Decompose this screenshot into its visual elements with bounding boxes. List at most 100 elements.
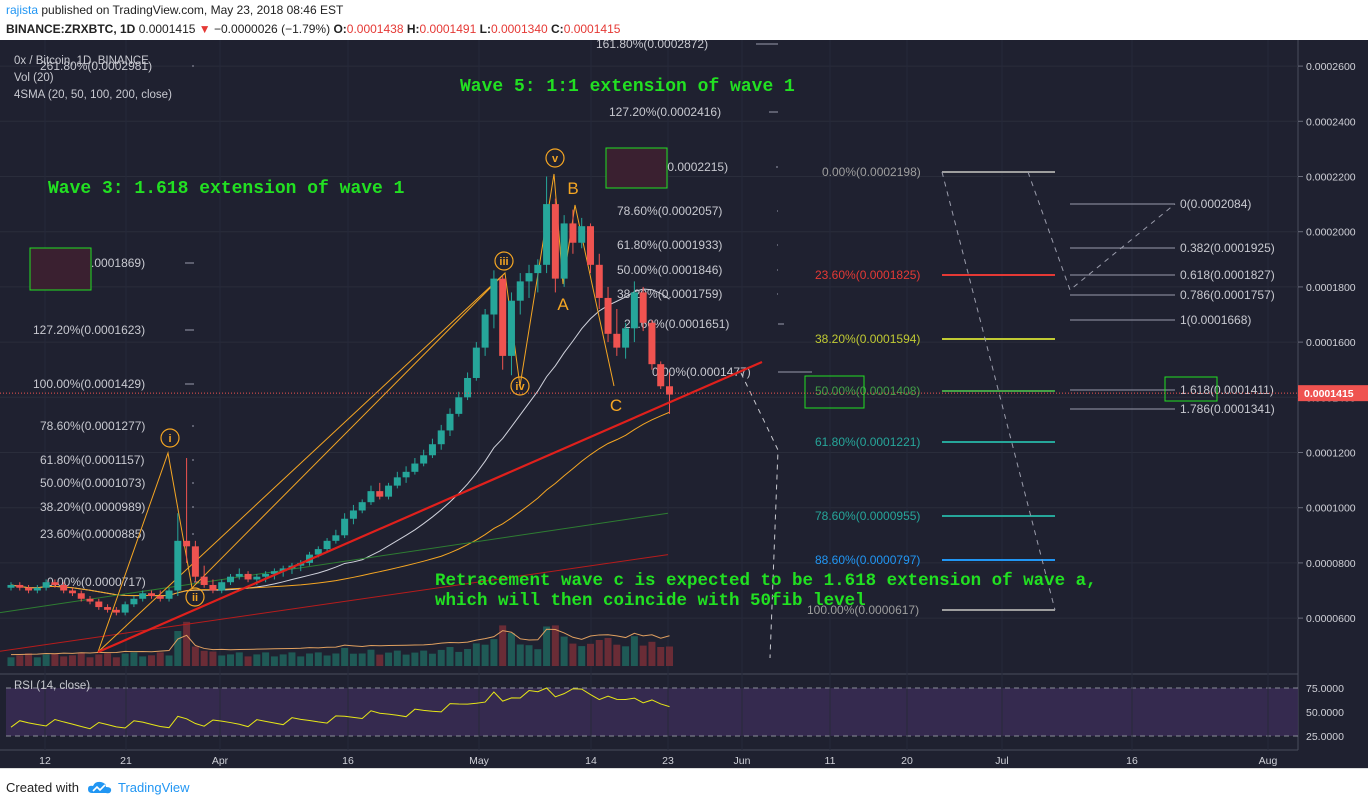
time-tick-label: Aug [1259, 755, 1278, 767]
volume-bar [534, 649, 542, 666]
last-price: 0.0001415 [138, 22, 196, 36]
sma-lines [0, 288, 670, 652]
candle-body [551, 204, 559, 279]
fib-ext-right-label: 0.618(0.0001827) [1180, 268, 1275, 282]
price-tick-label: 0.0001200 [1306, 448, 1356, 460]
time-tick-label: 16 [342, 755, 354, 767]
wave-v-circle [545, 148, 565, 168]
volume-bar [648, 641, 656, 666]
volume-bar [104, 653, 112, 666]
author-link[interactable]: rajista [6, 3, 39, 17]
time-tick-label: 23 [662, 755, 674, 767]
candle-body [578, 226, 586, 243]
rsi-legend: RSI (14, close) [14, 680, 90, 692]
wave-iv-circle [510, 376, 530, 396]
fib-retracement-label: 88.60%(0.0000797) [815, 553, 920, 567]
volume-bar [42, 654, 50, 666]
candle-body [86, 598, 94, 602]
candle-body [341, 518, 349, 536]
candle-body [191, 546, 199, 577]
volume-bar [367, 649, 375, 666]
candle-body [68, 590, 76, 594]
price-tick-label: 0.0002000 [1306, 227, 1356, 239]
open-label: O: [333, 22, 347, 36]
volume-bars [7, 621, 673, 666]
volume-bar [288, 652, 296, 666]
volume-bar [200, 650, 208, 666]
vol-legend: Vol (20) [14, 72, 54, 84]
candle-body [639, 292, 647, 323]
fib-ext-right-label: 0.382(0.0001925) [1180, 241, 1275, 255]
volume-bar [455, 651, 463, 666]
volume-bar [7, 657, 15, 666]
volume-bar [156, 652, 164, 666]
retracement-annotation-line2: which will then coincide with 50fib leve… [435, 591, 866, 611]
symbol-label: BINANCE:ZRXBTC, 1D [6, 22, 136, 36]
current-price-label: 0.0001415 [1304, 388, 1354, 400]
fib-ext-right-label: 1.618(0.0001411) [1180, 383, 1274, 397]
volume-bar [253, 654, 261, 666]
candle-body [25, 587, 33, 591]
fib-wave5-label: 127.20%(0.0002416) [609, 105, 721, 119]
candle-body [200, 576, 208, 585]
sma-100-line [0, 512, 669, 614]
projection-path [740, 372, 779, 659]
time-tick-label: 14 [585, 755, 597, 767]
time-tick-label: 11 [825, 755, 836, 767]
fib-retracement-label: 23.60%(0.0001825) [815, 268, 920, 282]
volume-bar [270, 656, 278, 666]
wave-C-label: C [610, 396, 622, 415]
rsi-tick-label: 75.0000 [1306, 683, 1344, 695]
price-chart[interactable]: 261.80%(0.0002981)161.80%(0.0001869)127.… [0, 37, 1368, 768]
chart-header: rajista published on TradingView.com, Ma… [0, 0, 1368, 40]
volume-bar [393, 650, 401, 666]
price-tick-label: 0.0002200 [1306, 172, 1356, 184]
candle-body [437, 430, 445, 445]
candle-body [586, 226, 594, 265]
wave3-annotation: Wave 3: 1.618 extension of wave 1 [48, 179, 405, 199]
candle-body [332, 535, 340, 541]
wave-ii-circle [185, 587, 205, 607]
price-tick-label: 0.0001800 [1306, 282, 1356, 294]
tradingview-link[interactable]: TradingView [118, 780, 190, 795]
fib-left-label: 261.80%(0.0002981) [40, 59, 152, 73]
fib-wave5-label: 0.00%(0.0001477) [652, 365, 751, 379]
candle-body [516, 281, 524, 301]
trend-line [97, 360, 763, 654]
price-grid [0, 40, 1298, 750]
chart-area[interactable]: 261.80%(0.0002981)161.80%(0.0001869)127.… [0, 37, 1368, 768]
fib-wave5-label: 78.60%(0.0002057) [617, 204, 722, 218]
volume-bar [68, 655, 76, 666]
candle-body [446, 413, 454, 431]
volume-bar [112, 657, 120, 666]
volume-bar [666, 646, 673, 666]
ohlc-line: BINANCE:ZRXBTC, 1D 0.0001415 ▼ −0.000002… [6, 22, 620, 36]
time-tick-label: 21 [120, 755, 132, 767]
volume-bar [630, 636, 638, 666]
fib-50-highlight [804, 375, 865, 409]
volume-bar [613, 644, 621, 666]
candle-body [112, 609, 120, 613]
volume-bar [525, 645, 533, 666]
candle-body [349, 510, 357, 519]
candle-body [358, 502, 366, 511]
volume-bar [323, 655, 331, 666]
fib-wave5-label: 161.80%(0.0002872) [596, 40, 708, 51]
volume-bar [446, 647, 454, 666]
volume-bar [174, 631, 182, 666]
price-tick-label: 0.0002400 [1306, 116, 1356, 128]
volume-bar [86, 657, 94, 666]
candle-body [569, 223, 577, 243]
candle-body [499, 278, 507, 356]
candle-body [560, 223, 568, 279]
volume-bar [622, 646, 630, 666]
candle-body [604, 297, 612, 334]
fib-retracement-label: 38.20%(0.0001594) [815, 332, 920, 346]
fib-ext-right-label: 1.786(0.0001341) [1180, 402, 1275, 416]
candle-body [411, 463, 419, 472]
volume-bar [147, 655, 155, 666]
close-value: 0.0001415 [563, 22, 621, 36]
fib-left-label: 127.20%(0.0001623) [33, 323, 145, 337]
volume-bar [481, 644, 489, 666]
